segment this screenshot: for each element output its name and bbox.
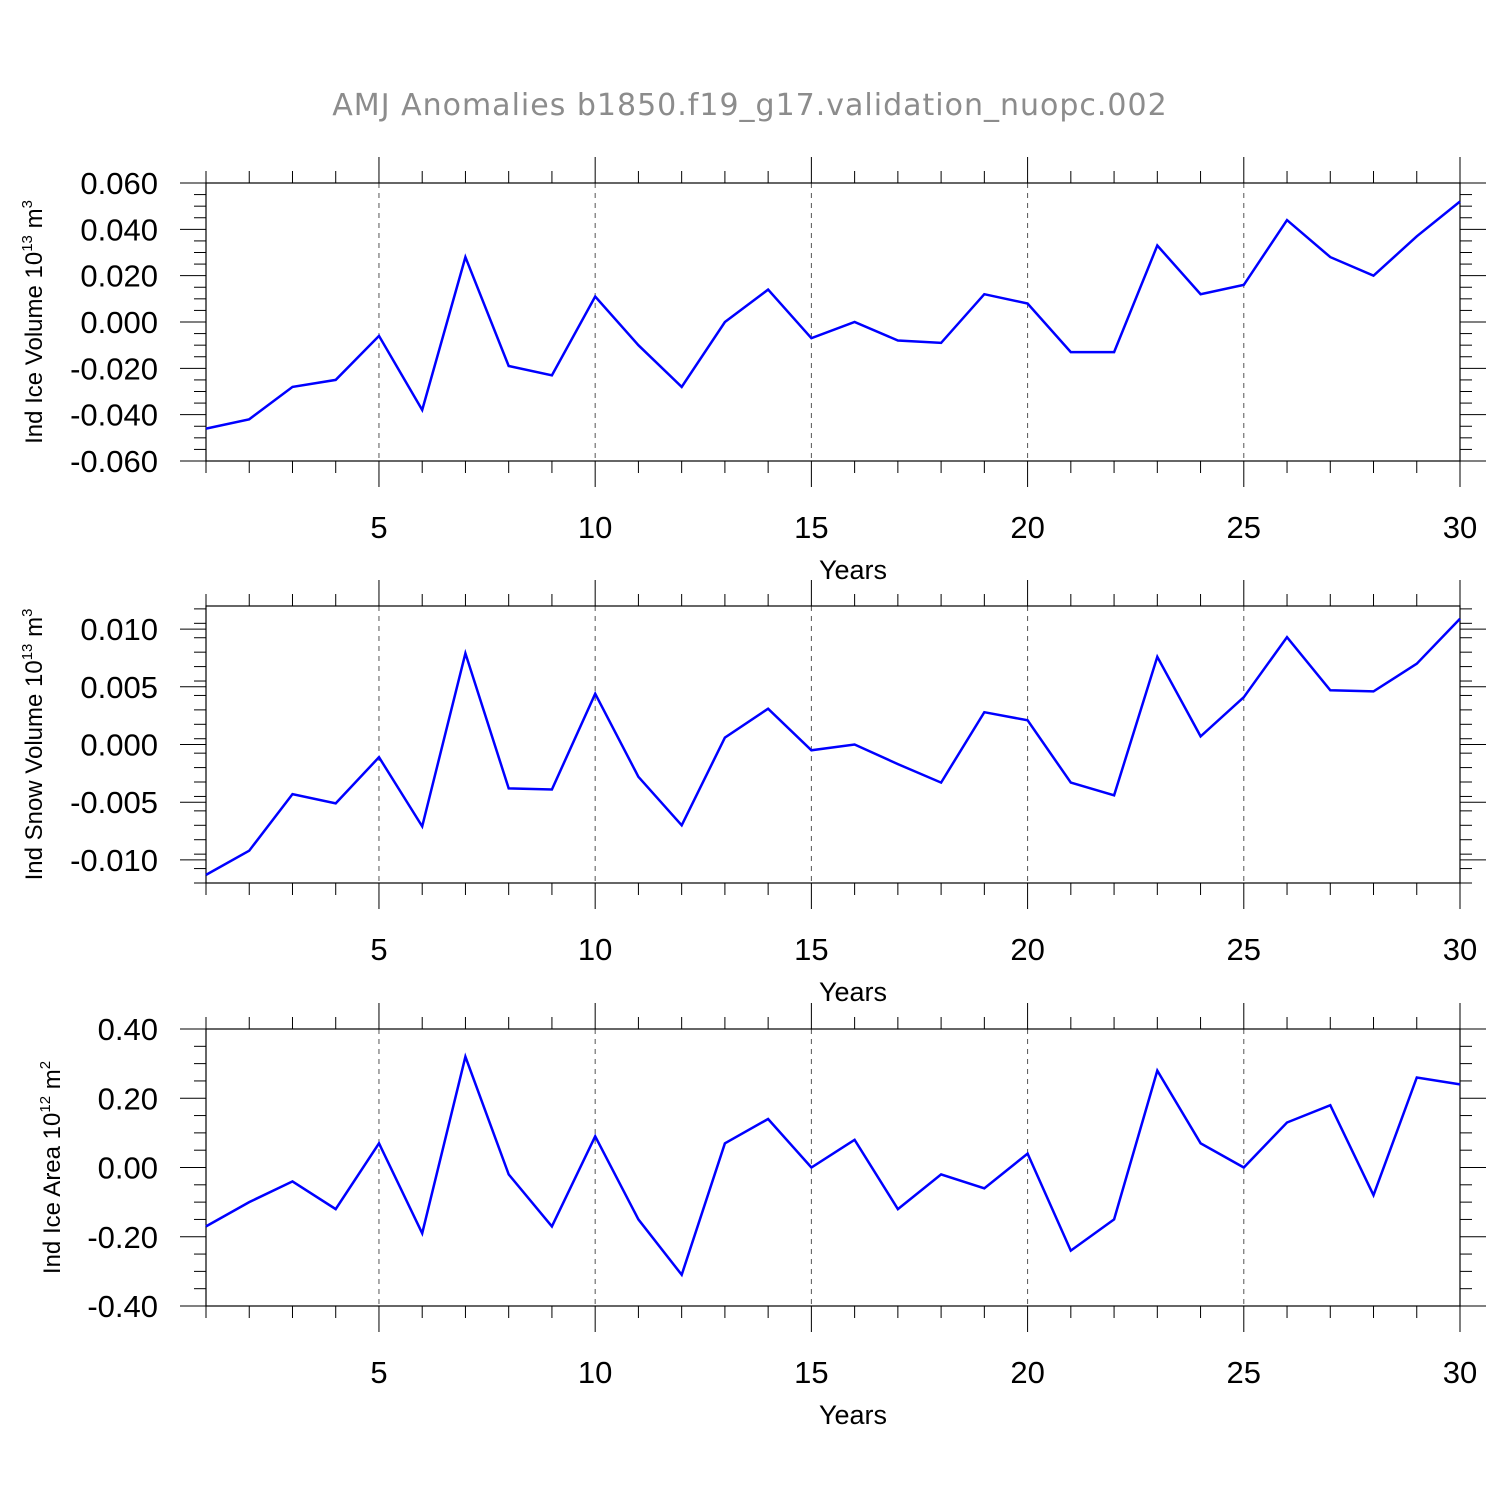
ice-volume-panel: 5 10 15 20 25 30 -0.060 -0.040 -0.020 0.000 0.020 0… bbox=[19, 157, 1486, 585]
ice-volume-x-tick-label: 15 bbox=[794, 510, 828, 545]
ice-area-panel: 5 10 15 20 25 30 -0.40 -0.20 0.00 0.20 0.40 Years In… bbox=[37, 1003, 1486, 1430]
ice-volume-y-tick-label: 0.020 bbox=[80, 259, 158, 294]
ice-area-x-tick-label: 25 bbox=[1227, 1355, 1261, 1390]
ice-volume-x-tick-label: 25 bbox=[1227, 510, 1261, 545]
snow-volume-y-axis-title: Ind Snow Volume 1013 m3 bbox=[19, 609, 48, 881]
ice-volume-y-tick-label: -0.060 bbox=[70, 444, 158, 479]
ice-area-y-tick-label: 0.00 bbox=[98, 1151, 158, 1186]
snow-volume-y-tick-label: 0.010 bbox=[80, 612, 158, 647]
ice-volume-x-tick-label: 10 bbox=[578, 510, 612, 545]
snow-volume-y-tick-label: 0.000 bbox=[80, 728, 158, 763]
ice-area-y-tick-label: -0.20 bbox=[87, 1220, 158, 1255]
ice-area-x-axis-title: Years bbox=[819, 1400, 887, 1430]
ice-area-x-tick-label: 20 bbox=[1010, 1355, 1044, 1390]
snow-volume-x-tick-label: 10 bbox=[578, 932, 612, 967]
ice-area-y-axis-title: Ind Ice Area 1012 m2 bbox=[37, 1061, 66, 1274]
ice-volume-x-tick-label: 30 bbox=[1443, 510, 1477, 545]
snow-volume-y-tick-label: 0.005 bbox=[80, 670, 158, 705]
ice-volume-x-tick-label: 20 bbox=[1010, 510, 1044, 545]
ice-volume-y-tick-label: -0.040 bbox=[70, 398, 158, 433]
snow-volume-y-tick-label: -0.010 bbox=[70, 843, 158, 878]
ice-area-x-tick-label: 5 bbox=[370, 1355, 387, 1390]
ice-volume-y-axis-title: Ind Ice Volume 1013 m3 bbox=[19, 200, 48, 444]
ice-volume-y-tick-label: 0.000 bbox=[80, 305, 158, 340]
ice-area-y-tick-label: 0.20 bbox=[98, 1081, 158, 1116]
ice-area-y-tick-label: 0.40 bbox=[98, 1012, 158, 1047]
snow-volume-panel: 5 10 15 20 25 30 -0.010 -0.005 0.000 0.005 0.010 Ye… bbox=[19, 580, 1486, 1007]
snow-volume-x-tick-label: 15 bbox=[794, 932, 828, 967]
snow-volume-x-tick-label: 20 bbox=[1010, 932, 1044, 967]
ice-volume-x-tick-label: 5 bbox=[370, 510, 387, 545]
ice-area-x-tick-label: 10 bbox=[578, 1355, 612, 1390]
ice-area-x-tick-label: 15 bbox=[794, 1355, 828, 1390]
ice-area-frame bbox=[205, 1028, 1461, 1307]
snow-volume-y-tick-label: -0.005 bbox=[70, 785, 158, 820]
ice-volume-series-line bbox=[205, 200, 1461, 430]
ice-area-series-line bbox=[205, 1052, 1461, 1278]
ice-volume-y-tick-label: 0.040 bbox=[80, 212, 158, 247]
snow-volume-x-tick-label: 5 bbox=[370, 932, 387, 967]
snow-volume-x-tick-label: 30 bbox=[1443, 932, 1477, 967]
snow-volume-series-line bbox=[205, 617, 1461, 876]
ice-volume-y-tick-label: 0.060 bbox=[80, 166, 158, 201]
chart-title: AMJ Anomalies b1850.f19_g17.validation_n… bbox=[332, 88, 1168, 123]
snow-volume-x-tick-label: 25 bbox=[1227, 932, 1261, 967]
ice-volume-x-axis-title: Years bbox=[819, 555, 887, 585]
ice-area-x-tick-label: 30 bbox=[1443, 1355, 1477, 1390]
ice-volume-y-tick-label: -0.020 bbox=[70, 351, 158, 386]
ice-area-y-tick-label: -0.40 bbox=[87, 1289, 158, 1324]
snow-volume-x-axis-title: Years bbox=[819, 977, 887, 1007]
